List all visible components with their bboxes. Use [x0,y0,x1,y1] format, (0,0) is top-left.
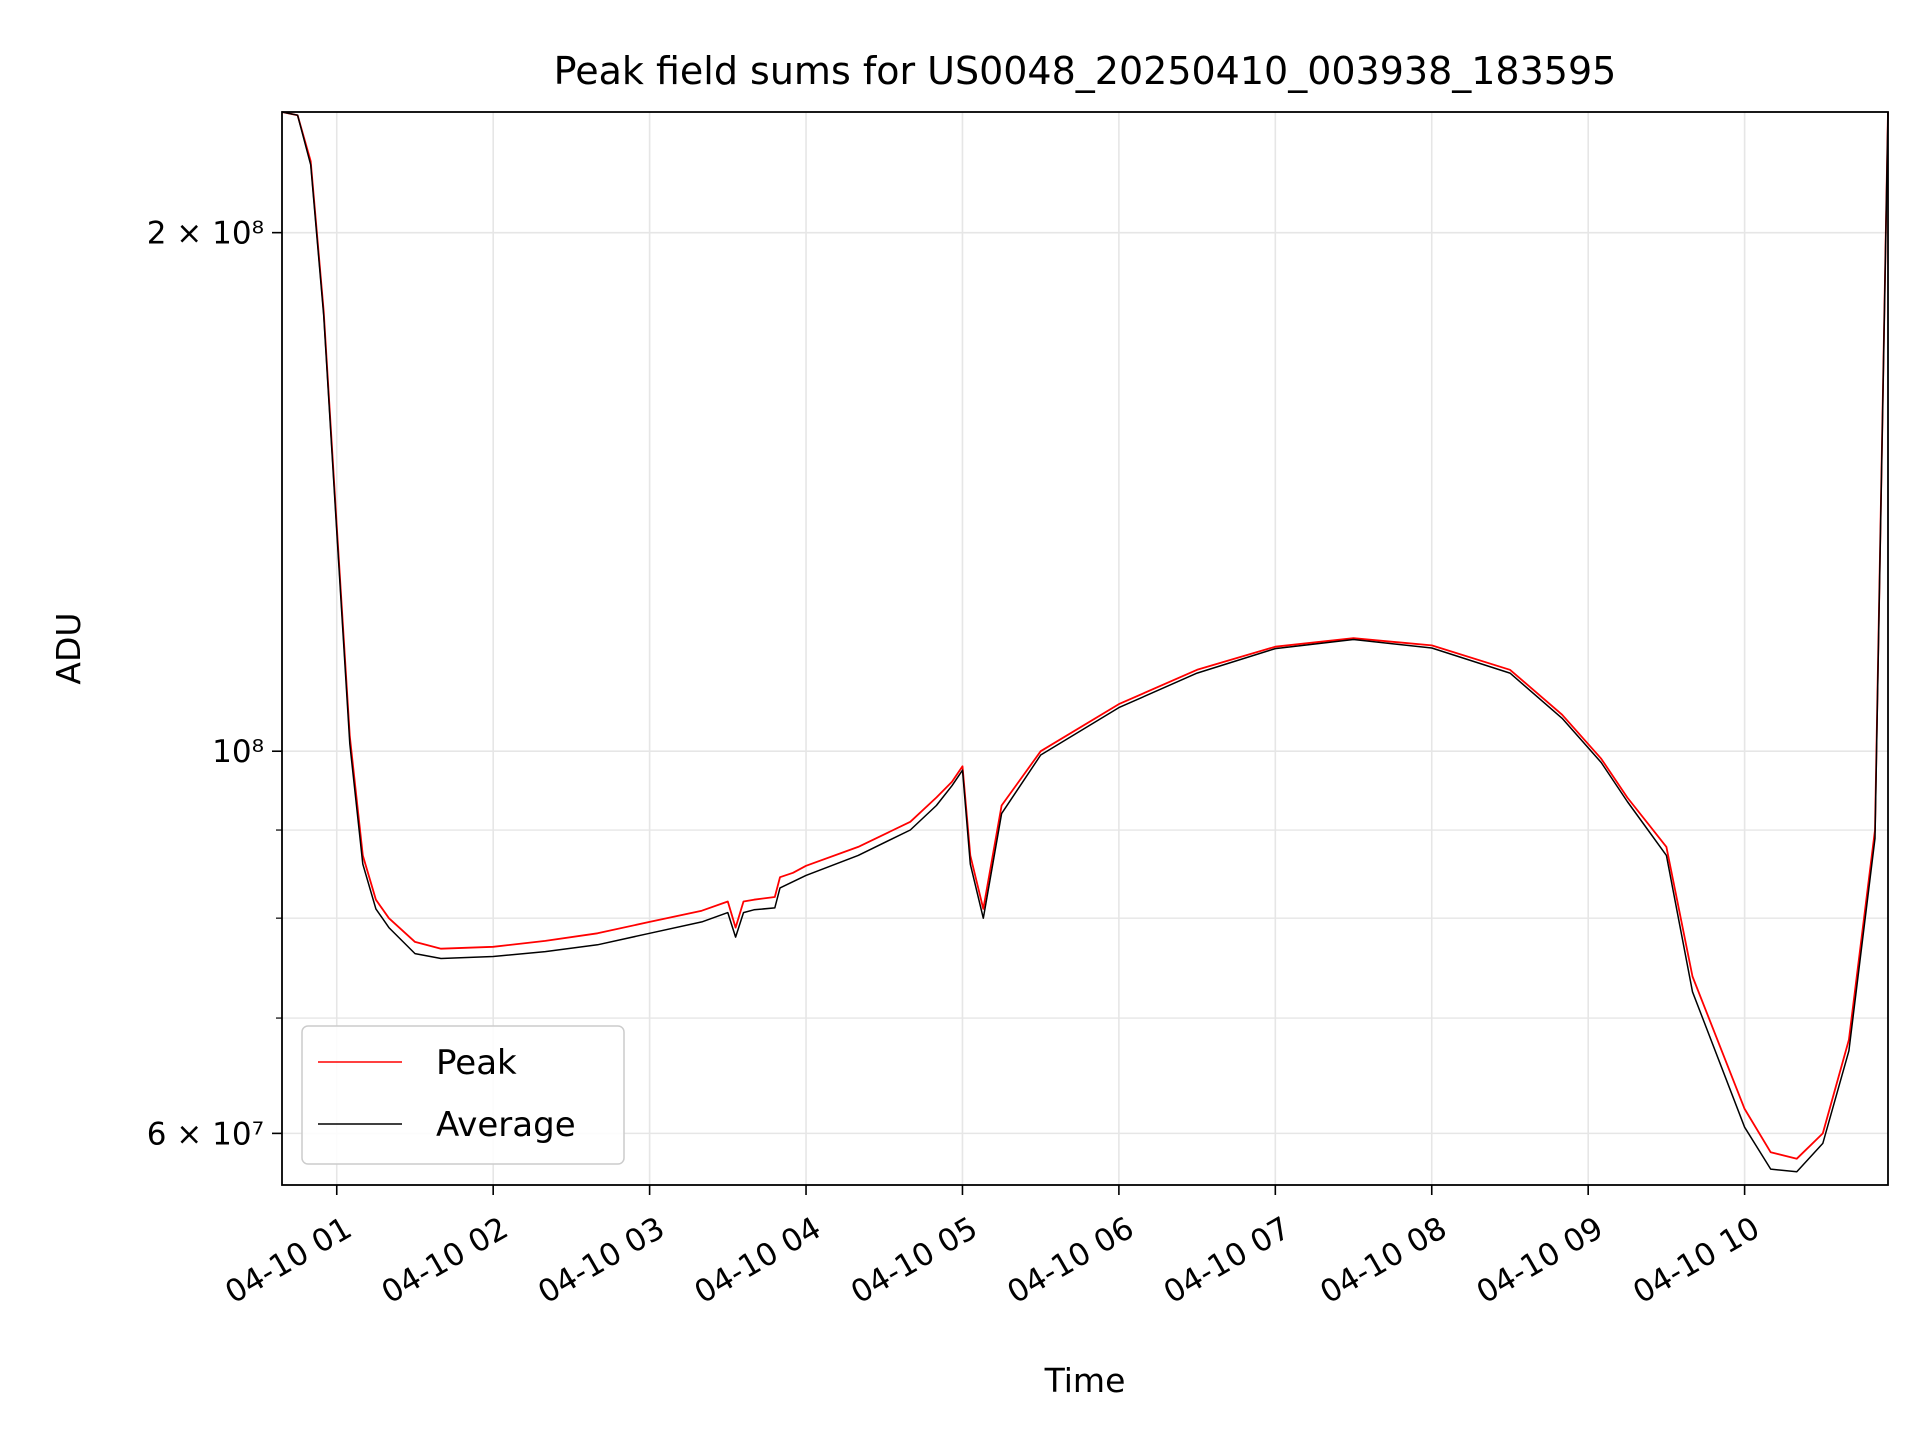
series-line-peak [281,111,1889,1160]
chart-title: Peak field sums for US0048_20250410_0039… [554,49,1617,93]
legend-label-peak: Peak [436,1043,517,1083]
legend: Peak Average [301,1025,625,1165]
y-tick-label: 10⁸ [212,734,264,770]
series-lines [281,111,1889,1173]
grid [282,112,1888,1185]
y-tick-label: 2 × 10⁸ [147,216,264,252]
series-line-average [281,111,1889,1173]
plot-frame [281,111,1889,1186]
legend-label-average: Average [436,1105,576,1145]
legend-box [301,1025,625,1165]
x-axis-label: Time [1044,1361,1126,1400]
y-tick-label: 6 × 10⁷ [147,1116,264,1152]
y-axis-label: ADU [49,612,88,684]
